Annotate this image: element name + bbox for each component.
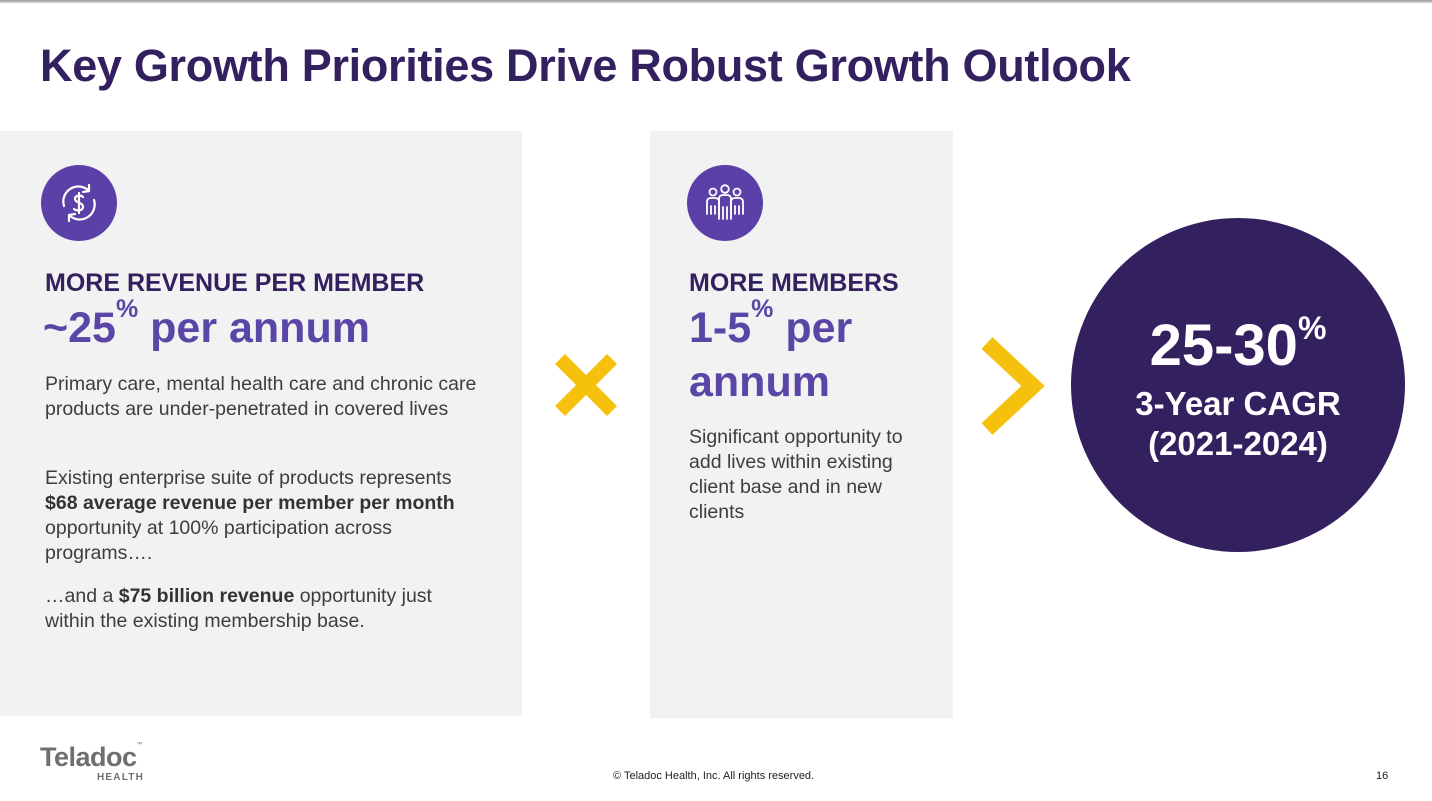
logo-subtitle: HEALTH (97, 772, 145, 783)
revenue-paragraph-2: Existing enterprise suite of products re… (45, 466, 485, 566)
members-panel: MORE MEMBERS 1-5% per annum Significant o… (650, 131, 953, 718)
members-heading: MORE MEMBERS (689, 269, 899, 297)
members-paragraph: Significant opportunity to add lives wit… (689, 426, 903, 523)
revenue-panel: MORE REVENUE PER MEMBER ~25% per annum P… (0, 131, 522, 716)
page-number: 16 (1376, 770, 1389, 782)
revenue-growth-suffix: per annum (138, 304, 370, 352)
logo-trademark: ™ (136, 742, 143, 748)
page-title: Key Growth Priorities Drive Robust Growt… (40, 40, 1131, 91)
multiply-icon (552, 351, 620, 419)
revenue-p3-text-end: opportunity just within the existing mem… (45, 585, 432, 632)
revenue-growth-value: ~25% per annum (43, 297, 370, 355)
cagr-label: 3-Year CAGR (1135, 385, 1341, 422)
chevron-right-icon (975, 335, 1047, 437)
revenue-heading: MORE REVENUE PER MEMBER (45, 269, 425, 297)
members-growth-value: 1-5% per annum (689, 297, 853, 409)
top-divider (0, 0, 1432, 3)
logo-wordmark: Teladoc (40, 742, 137, 772)
revenue-p3-text: …and a (45, 585, 119, 607)
revenue-p3-bold: $75 billion revenue (118, 585, 295, 607)
revenue-p2-text-end: opportunity at 100% participation across… (45, 517, 392, 564)
members-growth-suffix: per (773, 304, 853, 352)
revenue-paragraph-1: Primary care, mental health care and chr… (45, 373, 477, 420)
revenue-p2-text: Existing enterprise suite of products re… (45, 467, 452, 489)
members-growth-number: 1-5 (689, 304, 752, 352)
members-growth-suffix-line2: annum (689, 358, 830, 406)
people-group-icon (687, 165, 763, 241)
revenue-growth-number: ~25 (43, 304, 116, 352)
members-growth-percent: % (751, 295, 774, 323)
cagr-number: 25-30 (1149, 313, 1298, 378)
dollar-cycle-icon (41, 165, 117, 241)
footer-copyright: © Teladoc Health, Inc. All rights reserv… (613, 770, 815, 782)
cagr-result-circle: 25-30% 3-Year CAGR (2021-2024) (1071, 218, 1405, 552)
revenue-paragraph-3: …and a $75 billion revenue opportunity j… (45, 584, 485, 634)
revenue-p2-bold: $68 average revenue per member per month (45, 492, 455, 514)
teladoc-logo: Teladoc™ HEALTH (40, 742, 143, 783)
cagr-years: (2021-2024) (1148, 425, 1328, 462)
cagr-percent: % (1297, 310, 1327, 346)
revenue-growth-percent: % (115, 295, 139, 323)
cagr-value: 25-30% (1071, 312, 1405, 378)
